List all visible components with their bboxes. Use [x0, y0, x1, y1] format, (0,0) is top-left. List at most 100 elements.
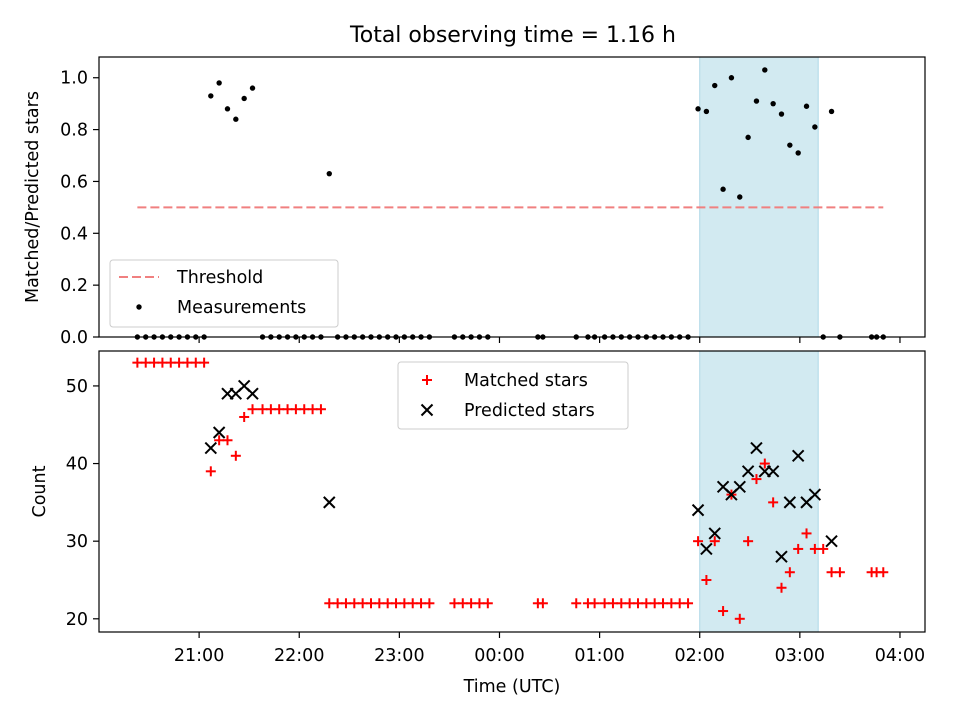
legend-x-marker: [420, 403, 434, 417]
data-point: [391, 598, 402, 609]
data-point: [787, 142, 793, 148]
legend-label: Threshold: [176, 268, 263, 288]
data-point: [249, 85, 256, 91]
data-point: [750, 441, 763, 455]
data-point: [307, 404, 318, 415]
data-point: [700, 542, 713, 556]
data-point: [482, 598, 493, 609]
y-axis-label: Matched/Predicted stars: [23, 91, 43, 303]
data-point: [224, 106, 231, 112]
legend: Threshold Measurements: [109, 259, 339, 328]
x-tick-label: 04:00: [875, 646, 925, 666]
data-point: [282, 404, 293, 415]
data-point: [701, 574, 712, 585]
data-point: [290, 404, 301, 415]
legend-plus-marker: [422, 375, 432, 385]
data-point: [457, 598, 468, 609]
data-point: [208, 93, 214, 99]
data-point: [753, 98, 760, 104]
data-point: [474, 598, 485, 609]
data-point: [349, 598, 360, 609]
data-point: [416, 598, 427, 609]
data-point: [274, 404, 285, 415]
data-point: [340, 598, 351, 609]
data-point: [768, 497, 779, 508]
data-point: [674, 598, 685, 609]
data-point: [743, 536, 754, 547]
x-tick-label: 02:00: [675, 646, 725, 666]
data-point: [693, 536, 704, 547]
data-point: [826, 567, 837, 578]
data-point: [216, 80, 222, 86]
data-point: [775, 550, 788, 563]
axes-frame: [98, 56, 926, 338]
data-point: [784, 567, 795, 578]
top-panel: 0.0 0.2 0.4 0.6 0.8 1.0 Matched/Predicted star…: [23, 56, 926, 348]
x-axis-label: Time (UTC): [463, 677, 561, 697]
data-point: [795, 150, 801, 156]
data-point: [424, 598, 435, 609]
x-tick-label: 23:00: [374, 646, 424, 666]
data-point: [741, 465, 755, 478]
data-point: [718, 606, 729, 617]
y-tick-label: 40: [66, 455, 88, 475]
data-point: [299, 404, 310, 415]
y-tick-label: 50: [66, 377, 88, 397]
data-point: [571, 598, 582, 609]
data-point: [834, 567, 845, 578]
data-point: [466, 598, 477, 609]
y-tick-label: 0.4: [60, 224, 88, 244]
data-point: [703, 108, 710, 115]
legend-box: [397, 361, 629, 430]
x-tick-label: 01:00: [574, 646, 624, 666]
data-point: [828, 108, 835, 115]
data-point: [759, 458, 770, 469]
data-point: [728, 75, 735, 81]
data-point: [247, 404, 258, 415]
data-point: [205, 466, 216, 477]
data-point: [793, 543, 804, 554]
data-point: [803, 103, 810, 109]
y-tick-label: 0.0: [60, 328, 88, 348]
data-point: [709, 536, 720, 547]
data-point: [246, 387, 259, 400]
data-point: [776, 582, 787, 593]
data-point: [666, 598, 677, 609]
data-point: [720, 186, 726, 192]
data-point: [791, 449, 805, 462]
data-point: [683, 598, 694, 609]
data-point: [190, 357, 201, 368]
legend-label: Predicted stars: [464, 401, 595, 421]
x-tick-label: 22:00: [274, 646, 324, 666]
data-point: [624, 598, 635, 609]
data-point: [616, 598, 627, 609]
data-point: [174, 357, 185, 368]
y-axis-label: Count: [30, 465, 50, 517]
legend-box: [109, 259, 339, 328]
data-point: [632, 598, 643, 609]
data-point: [808, 488, 822, 501]
data-point: [658, 598, 669, 609]
data-point: [214, 435, 225, 446]
chart-title: Total observing time = 1.16 h: [349, 23, 676, 48]
data-point: [132, 357, 143, 368]
data-point: [257, 404, 268, 415]
data-point: [607, 598, 618, 609]
data-point: [778, 111, 785, 117]
data-point: [734, 613, 745, 624]
data-point: [382, 598, 393, 609]
data-point: [157, 357, 168, 368]
series-matched-stars: [132, 357, 889, 624]
data-point: [449, 598, 460, 609]
x-tick-label: 21:00: [174, 646, 224, 666]
bottom-panel: 21:00 22:00 23:00 00:00 01:00 02:00 03:00 04:00…: [30, 350, 926, 697]
data-point: [230, 450, 241, 461]
legend-label: Measurements: [177, 298, 306, 318]
y-tick-label: 0.2: [60, 276, 88, 296]
data-point: [641, 598, 652, 609]
data-point: [733, 480, 746, 494]
data-point: [695, 106, 701, 112]
data-point: [537, 598, 548, 609]
data-point: [809, 543, 820, 554]
data-point: [399, 598, 410, 609]
